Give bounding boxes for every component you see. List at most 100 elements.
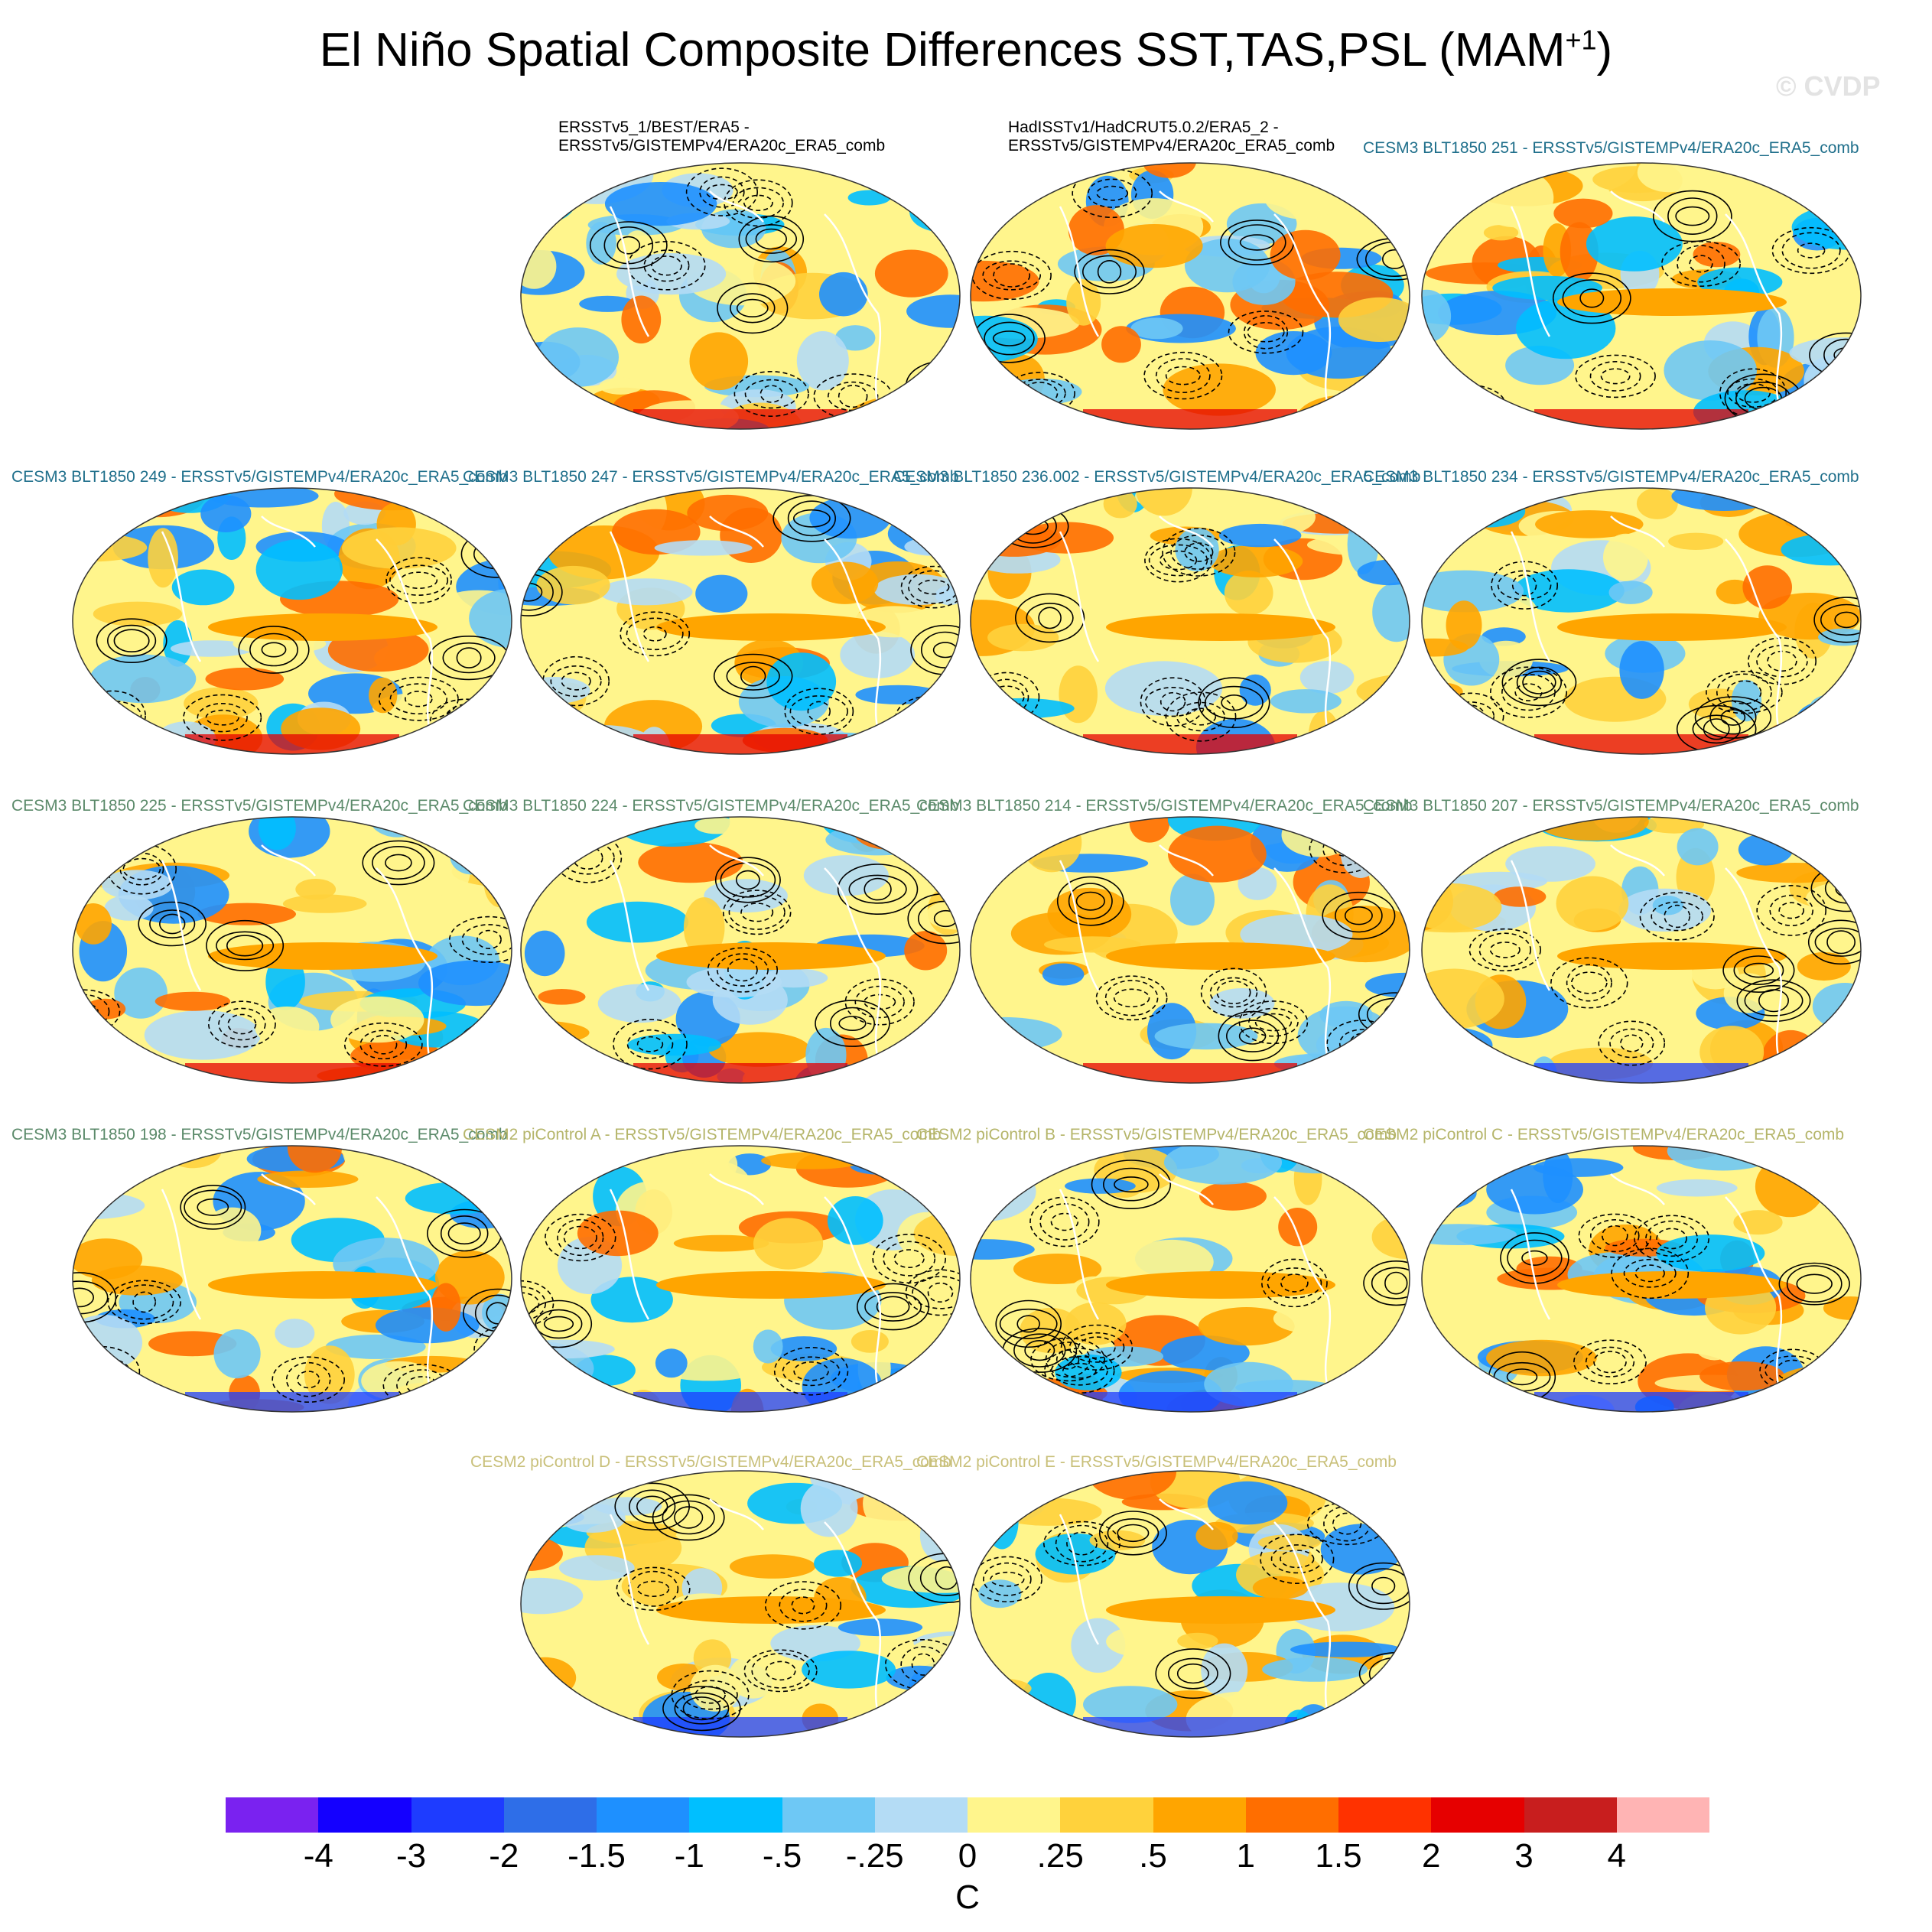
map-panel xyxy=(519,486,962,757)
colorbar-tick-label: -.5 xyxy=(762,1837,802,1875)
colorbar-tick-label: -3 xyxy=(395,1837,427,1875)
robinson-map xyxy=(520,162,961,430)
colorbar-tick-label: 3 xyxy=(1514,1837,1534,1875)
map-panel xyxy=(519,1469,962,1740)
map-panel xyxy=(968,1469,1412,1740)
panel-label-line: CESM2 piControl C - ERSSTv5/GISTEMPv4/ER… xyxy=(1363,1126,1845,1143)
colorbar-box xyxy=(1060,1797,1153,1833)
colorbar-tick-label: -1 xyxy=(674,1837,704,1875)
map-panel xyxy=(519,1143,962,1415)
colorbar-box xyxy=(1524,1797,1617,1833)
panel-label-line: CESM2 piControl B - ERSSTv5/GISTEMPv4/ER… xyxy=(916,1126,1397,1143)
panel-label: CESM3 BLT1850 236.002 - ERSSTv5/GISTEMPv… xyxy=(893,468,1420,486)
robinson-map xyxy=(72,487,512,755)
colorbar-tick-label: -4 xyxy=(303,1837,333,1875)
colorbar xyxy=(226,1797,1709,1833)
panel-label-line: CESM2 piControl A - ERSSTv5/GISTEMPv4/ER… xyxy=(463,1126,942,1143)
robinson-map xyxy=(1421,1145,1862,1413)
colorbar-tick-label: 1 xyxy=(1236,1837,1255,1875)
panel-label: CESM3 BLT1850 224 - ERSSTv5/GISTEMPv4/ER… xyxy=(463,797,959,815)
panel-label: CESM3 BLT1850 249 - ERSSTv5/GISTEMPv4/ER… xyxy=(11,468,508,486)
panel-label-line: CESM3 BLT1850 249 - ERSSTv5/GISTEMPv4/ER… xyxy=(11,468,508,486)
cvdp-watermark: © CVDP xyxy=(1776,70,1881,102)
panel-label-line: CESM2 piControl D - ERSSTv5/GISTEMPv4/ER… xyxy=(470,1453,952,1471)
colorbar-box xyxy=(318,1797,411,1833)
map-panel xyxy=(519,815,962,1086)
colorbar-box xyxy=(226,1797,319,1833)
panel-label-line: CESM3 BLT1850 198 - ERSSTv5/GISTEMPv4/ER… xyxy=(11,1126,508,1143)
colorbar-tick-label: .25 xyxy=(1036,1837,1084,1875)
panel-label-line: ERSSTv5_1/BEST/ERA5 - xyxy=(558,119,750,136)
colorbar-box xyxy=(1153,1797,1246,1833)
panel-label: CESM3 BLT1850 198 - ERSSTv5/GISTEMPv4/ER… xyxy=(11,1126,508,1144)
colorbar-box xyxy=(411,1797,504,1833)
map-panel xyxy=(968,815,1412,1086)
colorbar-box xyxy=(1616,1797,1709,1833)
map-panel xyxy=(519,161,962,432)
robinson-map xyxy=(72,1145,512,1413)
panel-label: CESM3 BLT1850 214 - ERSSTv5/GISTEMPv4/ER… xyxy=(916,797,1413,815)
colorbar-tick-label: -2 xyxy=(489,1837,519,1875)
panel-label: CESM2 piControl A - ERSSTv5/GISTEMPv4/ER… xyxy=(463,1126,942,1144)
colorbar-box xyxy=(503,1797,597,1833)
map-panel xyxy=(1420,1143,1863,1415)
map-panel xyxy=(70,1143,514,1415)
colorbar-box xyxy=(1431,1797,1524,1833)
map-panel xyxy=(1420,486,1863,757)
map-panel xyxy=(968,486,1412,757)
colorbar-tick-label: 4 xyxy=(1607,1837,1626,1875)
panel-label: CESM3 BLT1850 247 - ERSSTv5/GISTEMPv4/ER… xyxy=(463,468,959,486)
panel-label: CESM2 piControl D - ERSSTv5/GISTEMPv4/ER… xyxy=(470,1453,951,1472)
map-panel xyxy=(1420,161,1863,432)
robinson-map xyxy=(72,816,512,1084)
colorbar-tick-label: -.25 xyxy=(845,1837,904,1875)
panel-label: CESM3 BLT1850 234 - ERSSTv5/GISTEMPv4/ER… xyxy=(1363,468,1859,486)
colorbar-unit: C xyxy=(955,1878,980,1916)
robinson-map xyxy=(970,162,1410,430)
panel-label-line: CESM3 BLT1850 236.002 - ERSSTv5/GISTEMPv… xyxy=(893,468,1421,486)
panel-label: CESM3 BLT1850 225 - ERSSTv5/GISTEMPv4/ER… xyxy=(11,797,508,815)
title-close: ) xyxy=(1596,24,1613,76)
panel-label: CESM2 piControl B - ERSSTv5/GISTEMPv4/ER… xyxy=(916,1126,1397,1144)
map-panel xyxy=(968,1143,1412,1415)
colorbar-box xyxy=(782,1797,875,1833)
robinson-map xyxy=(970,816,1410,1084)
panel-label: CESM2 piControl C - ERSSTv5/GISTEMPv4/ER… xyxy=(1363,1126,1844,1144)
colorbar-tick-label: .5 xyxy=(1139,1837,1167,1875)
panel-label: ERSSTv5_1/BEST/ERA5 - ERSSTv5/GISTEMPv4/E… xyxy=(558,119,885,155)
panel-label-line: CESM3 BLT1850 234 - ERSSTv5/GISTEMPv4/ER… xyxy=(1363,468,1859,486)
panel-label: CESM3 BLT1850 251 - ERSSTv5/GISTEMPv4/ER… xyxy=(1363,139,1859,158)
robinson-map xyxy=(970,1145,1410,1413)
map-panel xyxy=(968,161,1412,432)
panel-label-line: CESM3 BLT1850 247 - ERSSTv5/GISTEMPv4/ER… xyxy=(463,468,959,486)
colorbar-box xyxy=(689,1797,782,1833)
robinson-map xyxy=(1421,487,1862,755)
panel-label-line: CESM3 BLT1850 207 - ERSSTv5/GISTEMPv4/ER… xyxy=(1363,797,1859,815)
robinson-map xyxy=(520,1145,961,1413)
panel-label-line: CESM3 BLT1850 225 - ERSSTv5/GISTEMPv4/ER… xyxy=(11,797,508,815)
panel-label-line: ERSSTv5/GISTEMPv4/ERA20c_ERA5_comb xyxy=(1008,137,1335,154)
panel-label-line: CESM3 BLT1850 214 - ERSSTv5/GISTEMPv4/ER… xyxy=(916,797,1413,815)
panel-label: CESM2 piControl E - ERSSTv5/GISTEMPv4/ER… xyxy=(916,1453,1397,1472)
panel-label-line: CESM3 BLT1850 251 - ERSSTv5/GISTEMPv4/ER… xyxy=(1363,139,1859,157)
colorbar-tick-label: 0 xyxy=(958,1837,977,1875)
figure-title: El Niño Spatial Composite Differences SS… xyxy=(0,23,1932,77)
title-main: El Niño Spatial Composite Differences SS… xyxy=(319,24,1566,76)
panel-label: CESM3 BLT1850 207 - ERSSTv5/GISTEMPv4/ER… xyxy=(1363,797,1859,815)
panel-label-line: ERSSTv5/GISTEMPv4/ERA20c_ERA5_comb xyxy=(558,137,886,154)
robinson-map xyxy=(1421,162,1862,430)
title-superscript: +1 xyxy=(1565,24,1597,56)
colorbar-box xyxy=(968,1797,1061,1833)
panel-label-line: CESM2 piControl E - ERSSTv5/GISTEMPv4/ER… xyxy=(916,1453,1397,1471)
colorbar-box xyxy=(1338,1797,1432,1833)
panel-label-line: CESM3 BLT1850 224 - ERSSTv5/GISTEMPv4/ER… xyxy=(463,797,959,815)
robinson-map xyxy=(520,487,961,755)
robinson-map xyxy=(1421,816,1862,1084)
map-panel xyxy=(70,815,514,1086)
robinson-map xyxy=(970,1470,1410,1738)
colorbar-box xyxy=(1245,1797,1338,1833)
robinson-map xyxy=(520,816,961,1084)
colorbar-tick-label: 2 xyxy=(1422,1837,1441,1875)
colorbar-tick-label: 1.5 xyxy=(1315,1837,1362,1875)
